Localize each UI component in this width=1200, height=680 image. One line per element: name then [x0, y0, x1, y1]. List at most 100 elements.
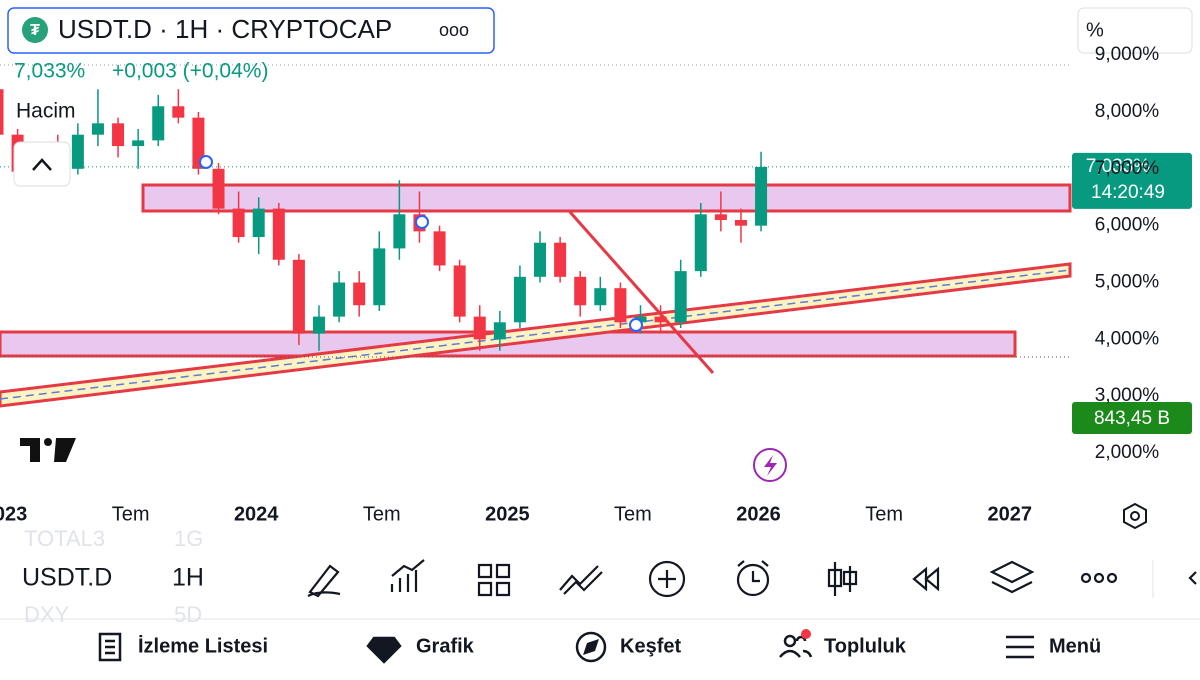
- candle-body: [232, 208, 245, 238]
- y-tick-label: 6,000%: [1095, 215, 1160, 236]
- candle-tool[interactable]: [827, 562, 858, 596]
- candle-body: [333, 282, 346, 317]
- candle-body: [91, 123, 104, 135]
- symbol-title: USDT.D · 1H · CRYPTOCAP: [58, 14, 392, 44]
- candle-body: [433, 231, 446, 266]
- settings-icon[interactable]: [1123, 502, 1147, 530]
- markers: [20, 155, 787, 482]
- channel-mid: [0, 269, 1071, 400]
- badge-bg: [1072, 152, 1192, 209]
- y-tick-label: 4,000%: [1095, 328, 1160, 349]
- draw-tool[interactable]: [307, 564, 341, 598]
- x-tick-label: 2023: [0, 503, 27, 525]
- candle-body: [554, 242, 567, 277]
- more-button[interactable]: ooo: [439, 20, 469, 40]
- candle-body: [534, 242, 547, 277]
- candle-body: [172, 106, 185, 118]
- candle-body: [654, 316, 667, 323]
- toolbar-symbol[interactable]: USDT.D: [22, 564, 112, 592]
- candle-body: [212, 168, 225, 209]
- candle-body: [272, 208, 285, 260]
- x-tick-label: Tem: [614, 503, 652, 525]
- volume-label: Hacim: [16, 100, 76, 123]
- candle-body: [0, 89, 4, 135]
- candle-body: [634, 316, 647, 323]
- tool-icons: [307, 559, 1197, 598]
- resistance-zone: [141, 183, 1072, 213]
- nav-watchlist[interactable]: İzleme Listesi: [138, 634, 268, 657]
- candle-body: [694, 214, 707, 272]
- settings-dot: [1130, 511, 1140, 521]
- change: +0,003 (+0,04%): [112, 60, 268, 83]
- candle-body: [614, 288, 627, 323]
- collapse-button[interactable]: [13, 141, 71, 187]
- tether-glyph: ₮: [30, 22, 40, 39]
- anchor: [415, 215, 429, 229]
- add-tool[interactable]: [648, 560, 686, 598]
- candle-body: [513, 276, 526, 323]
- candle-body: [132, 140, 145, 147]
- scroll-left[interactable]: [1188, 571, 1197, 585]
- nav-chart[interactable]: Grafik: [416, 635, 475, 657]
- x-tick-label: 2026: [736, 503, 781, 525]
- y-tick-label: 8,000%: [1095, 101, 1160, 122]
- anchor: [199, 155, 213, 169]
- trend-line: [568, 211, 715, 374]
- quote: 7,033%: [14, 60, 85, 83]
- badge-price: 7,033%: [1086, 156, 1151, 177]
- tether-icon: [22, 17, 48, 43]
- y-tick-label: 5,000%: [1095, 272, 1160, 293]
- x-tick-label: 2027: [987, 503, 1032, 525]
- symbol-box[interactable]: [7, 7, 495, 54]
- candle-body: [71, 134, 84, 169]
- candle-body: [734, 219, 747, 226]
- replay-tool[interactable]: [912, 566, 940, 592]
- ghost-interval: 1G: [174, 526, 203, 551]
- price-badge: 7,033% 14:20:49: [1072, 152, 1192, 209]
- candle-body: [373, 248, 386, 306]
- alert-tool[interactable]: [736, 563, 770, 597]
- x-tick-label: 2025: [485, 503, 530, 525]
- plot: [0, 89, 1070, 351]
- candle-body: [594, 288, 607, 306]
- nav-explore[interactable]: Keşfet: [620, 635, 681, 657]
- candle-body: [493, 322, 506, 340]
- candle-body: [714, 214, 727, 220]
- candle-body: [674, 271, 687, 323]
- candle-body: [112, 123, 125, 147]
- candle-body: [453, 265, 466, 317]
- volume-badge: 843,45 B: [1094, 408, 1170, 429]
- candle-body: [473, 316, 486, 340]
- toolbar-interval[interactable]: 1H: [172, 564, 204, 592]
- chevron: [32, 158, 52, 171]
- notification-dot: [801, 629, 811, 639]
- nav-community[interactable]: Topluluk: [824, 635, 907, 657]
- candle-body: [252, 208, 265, 238]
- y-tick-label: 2,000%: [1095, 442, 1160, 463]
- indicators-tool[interactable]: [390, 559, 425, 592]
- unit-box[interactable]: [1077, 7, 1193, 54]
- tv-logo: [20, 438, 76, 462]
- nav-icons: [98, 631, 1034, 664]
- x-tick-label: 2024: [234, 503, 279, 525]
- candle-body: [292, 259, 305, 334]
- volume-badge-bg: [1072, 402, 1192, 434]
- layout-tool[interactable]: [477, 563, 511, 597]
- ghost-interval: 5D: [174, 602, 202, 627]
- toolbar: [0, 540, 1200, 618]
- layers-tool[interactable]: [989, 560, 1035, 594]
- candle-body: [152, 106, 165, 141]
- y-tick-label: 7,000%: [1095, 158, 1160, 179]
- ghost-symbol: TOTAL3: [24, 526, 105, 551]
- x-tick-label: Tem: [363, 503, 401, 525]
- x-tick-label: Tem: [865, 503, 903, 525]
- candle-body: [574, 276, 587, 306]
- anchor: [629, 318, 643, 332]
- compare-tool[interactable]: [559, 565, 603, 595]
- drawings: [0, 183, 1072, 408]
- nav-menu[interactable]: Menü: [1049, 635, 1101, 657]
- candle-body: [192, 117, 205, 169]
- y-tick-label: 9,000%: [1095, 44, 1160, 65]
